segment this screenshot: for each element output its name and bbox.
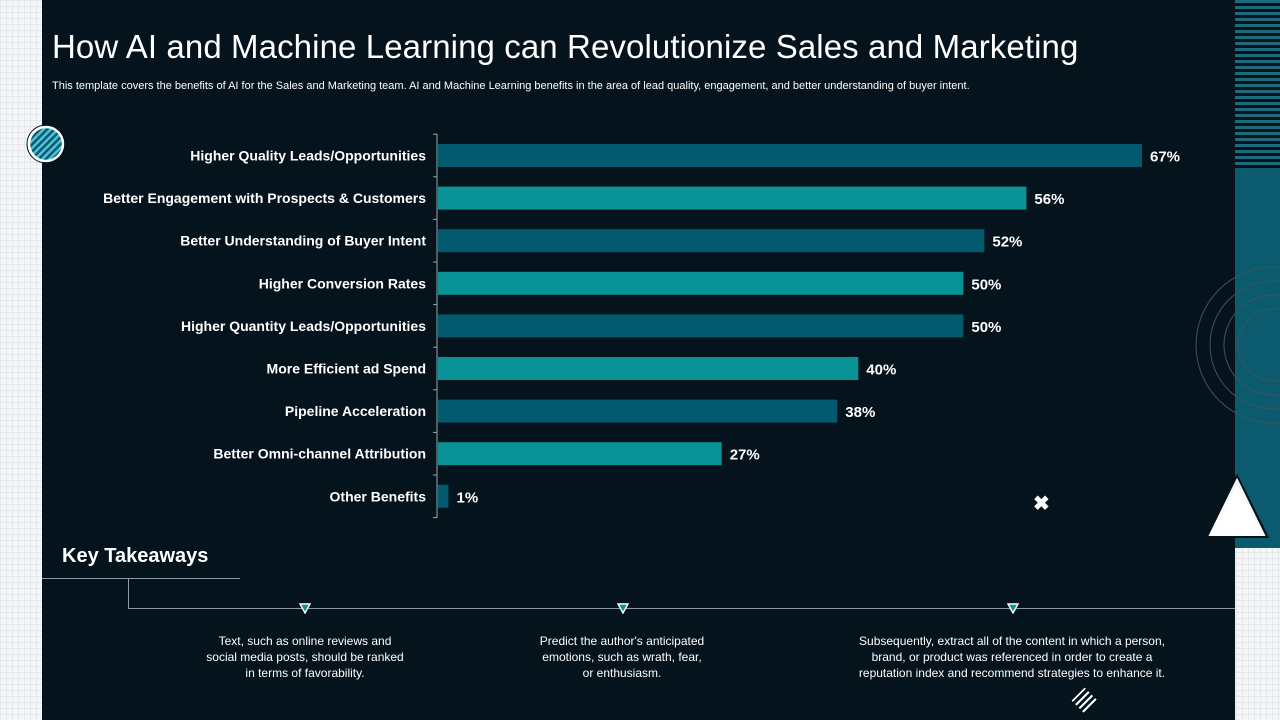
category-label: Higher Conversion Rates [259, 275, 426, 291]
takeaway-line: or enthusiasm. [582, 666, 662, 680]
category-label: Better Omni-channel Attribution [213, 446, 426, 462]
takeaway-line: emotions, such as wrath, fear, [542, 650, 702, 664]
page-subtitle: This template covers the benefits of AI … [52, 80, 970, 92]
takeaway-line: Subsequently, extract all of the content… [859, 634, 1165, 648]
bar [438, 399, 838, 423]
category-label: Other Benefits [330, 488, 427, 504]
striped-circle-icon [26, 124, 66, 164]
bar [438, 357, 859, 380]
bar [438, 271, 964, 295]
value-label: 40% [866, 362, 896, 379]
category-label: Better Understanding of Buyer Intent [180, 233, 426, 249]
concentric-rings-decoration [1195, 266, 1280, 424]
takeaway-line: reputation index and recommend strategie… [858, 666, 1166, 680]
takeaways-connector [128, 579, 129, 608]
takeaway-line: social media posts, should be ranked [206, 650, 404, 664]
value-label: 38% [845, 404, 875, 421]
value-label: 56% [1034, 191, 1064, 208]
value-labels: 67% 56% 52% 50% 50% 40% 38% 27% 1% [457, 149, 1181, 507]
category-label: Pipeline Acceleration [285, 403, 426, 419]
value-label: 50% [971, 276, 1001, 293]
category-labels: Higher Quality Leads/Opportunities Better… [103, 148, 426, 505]
axis-ticks [433, 133, 437, 519]
page-title: How AI and Machine Learning can Revoluti… [52, 28, 1079, 65]
value-label: 50% [971, 319, 1001, 336]
takeaway-text-2: Predict the author's anticipated emotion… [502, 633, 742, 681]
takeaway-marker-icon [617, 603, 629, 614]
takeaway-marker-icon [1007, 603, 1019, 614]
value-label: 52% [992, 234, 1022, 251]
category-label: Better Engagement with Prospects & Custo… [103, 190, 426, 206]
triangle-icon [1204, 474, 1270, 538]
decorative-stripes [1235, 0, 1280, 168]
takeaway-marker-icon [299, 603, 311, 614]
bar [438, 229, 985, 253]
takeaways-underline [42, 578, 240, 579]
takeaways-timeline [128, 608, 1235, 609]
category-label: Higher Quantity Leads/Opportunities [181, 318, 426, 334]
category-label: More Efficient ad Spend [267, 361, 426, 377]
takeaways-heading: Key Takeaways [62, 545, 209, 567]
takeaway-text-3: Subsequently, extract all of the content… [822, 633, 1202, 681]
takeaway-line: Predict the author's anticipated [539, 634, 705, 648]
takeaway-line: in terms of favorability. [245, 666, 365, 680]
value-label: 27% [730, 447, 760, 464]
bar [438, 484, 449, 508]
bar [438, 442, 722, 466]
value-label: 1% [457, 489, 479, 506]
value-label: 67% [1150, 149, 1180, 166]
bars-group [438, 144, 1142, 508]
bar [438, 314, 964, 338]
takeaway-text-1: Text, such as online reviews and social … [185, 633, 425, 681]
category-label: Higher Quality Leads/Opportunities [190, 148, 426, 164]
bar [438, 144, 1142, 167]
takeaway-line: brand, or product was referenced in orde… [871, 650, 1153, 664]
takeaway-line: Text, such as online reviews and [218, 634, 392, 648]
close-icon: ✖ [1033, 493, 1050, 515]
bar [438, 186, 1027, 210]
